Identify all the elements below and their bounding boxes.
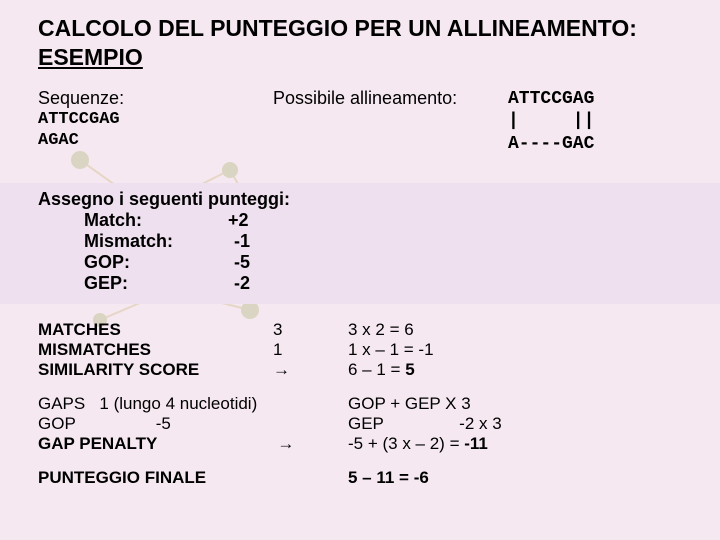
sequence-1: ATTCCGAG	[38, 109, 273, 130]
alignment-bottom: A----GAC	[508, 133, 594, 156]
alignment-block: ATTCCGAG | || A----GAC	[508, 88, 594, 156]
title-line1: CALCOLO DEL PUNTEGGIO PER UN ALLINEAMENT…	[38, 15, 637, 41]
calc-mismatches: MISMATCHES 1 1 x – 1 = -1	[38, 340, 692, 360]
slide-title: CALCOLO DEL PUNTEGGIO PER UN ALLINEAMENT…	[38, 14, 692, 72]
calc-similarity: SIMILARITY SCORE → 6 – 1 = 5	[38, 360, 692, 380]
gap-line-2: GOP -5 GEP -2 x 3	[38, 414, 692, 434]
score-match: Match: +2	[38, 210, 720, 231]
sequences-block: Sequenze: ATTCCGAG AGAC	[38, 88, 273, 152]
gap-penalty-prefix: -5 + (3 x – 2) =	[348, 434, 464, 453]
gap-calc: GAPS 1 (lungo 4 nucleotidi) GOP + GEP X …	[38, 394, 692, 454]
sequence-2: AGAC	[38, 130, 273, 151]
sequences-label: Sequenze:	[38, 88, 273, 109]
score-mismatch: Mismatch: -1	[38, 231, 720, 252]
slide-content: CALCOLO DEL PUNTEGGIO PER UN ALLINEAMENT…	[0, 0, 720, 540]
similarity-calc: MATCHES 3 3 x 2 = 6 MISMATCHES 1 1 x – 1…	[38, 320, 692, 380]
scoring-header: Assegno i seguenti punteggi:	[38, 189, 720, 210]
gap-line-3: GAP PENALTY→ -5 + (3 x – 2) = -11	[38, 434, 692, 454]
alignment-top: ATTCCGAG	[508, 88, 594, 111]
similarity-result: 5	[405, 360, 414, 379]
scoring-block: Assegno i seguenti punteggi: Match: +2 M…	[0, 183, 720, 304]
title-line2: ESEMPIO	[38, 44, 143, 70]
calc-matches: MATCHES 3 3 x 2 = 6	[38, 320, 692, 340]
alignment-matches: | ||	[508, 110, 594, 133]
sequences-row: Sequenze: ATTCCGAG AGAC Possibile alline…	[38, 88, 692, 156]
possible-alignment-label: Possibile allineamento:	[273, 88, 508, 109]
gap-penalty-result: -11	[464, 434, 488, 453]
score-gop: GOP: -5	[38, 252, 720, 273]
gap-line-1: GAPS 1 (lungo 4 nucleotidi) GOP + GEP X …	[38, 394, 692, 414]
score-gep: GEP: -2	[38, 273, 720, 294]
similarity-result-prefix: 6 – 1 =	[348, 360, 405, 379]
final-score: PUNTEGGIO FINALE 5 – 11 = -6	[38, 468, 692, 488]
